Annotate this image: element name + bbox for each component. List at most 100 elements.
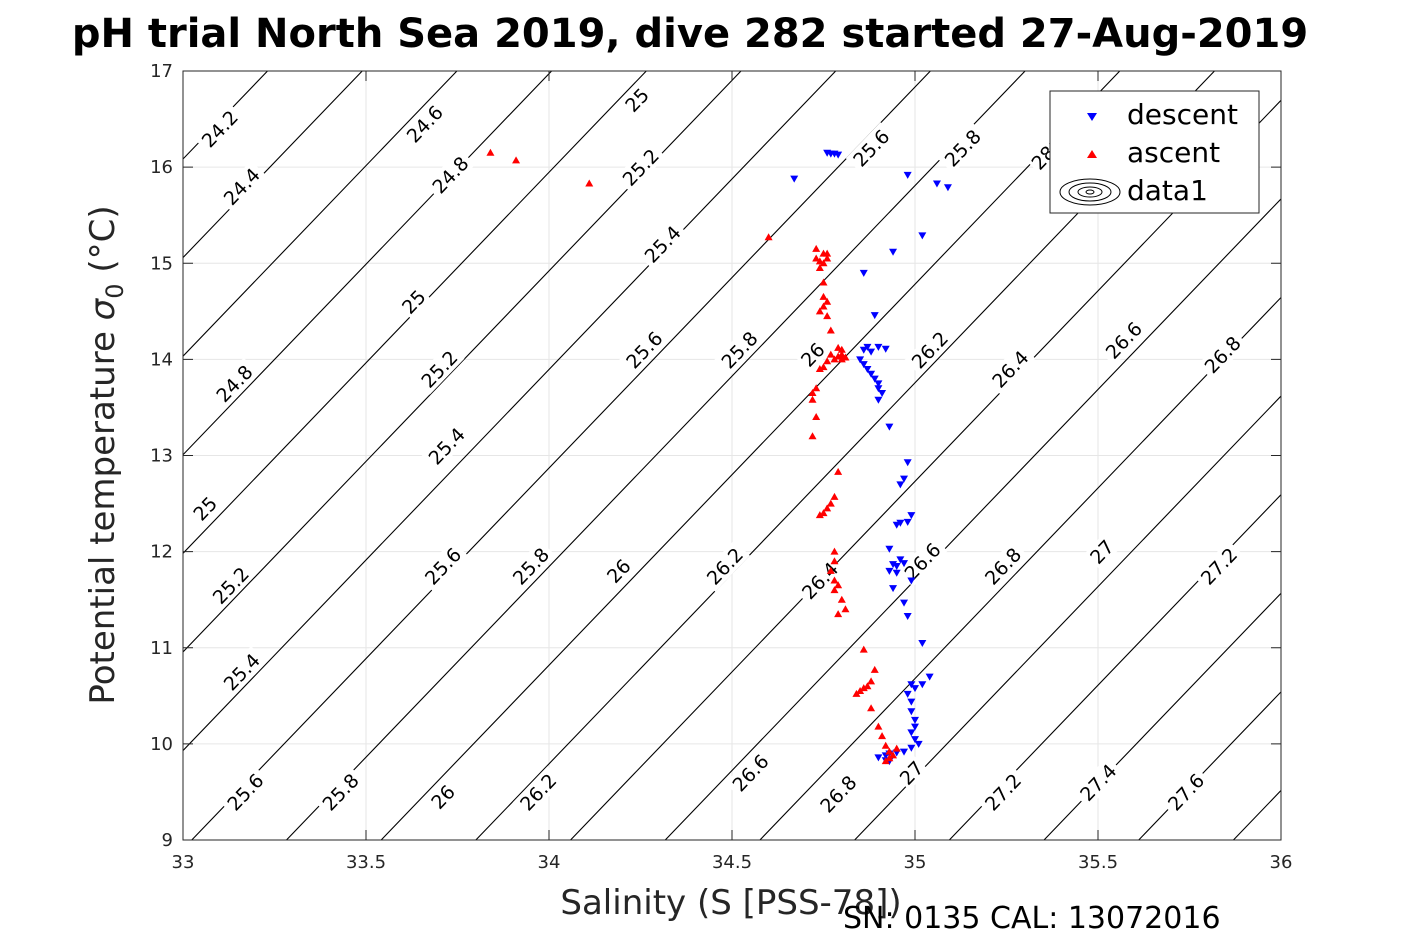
ascent-point xyxy=(812,384,821,392)
contour-label-bg xyxy=(977,766,1029,818)
ascent-point xyxy=(808,432,817,440)
y-tick-label: 9 xyxy=(162,830,173,851)
ascent-point xyxy=(819,278,828,286)
y-tick-label: 11 xyxy=(150,638,173,659)
ascent-point xyxy=(859,684,868,692)
descent-point xyxy=(867,370,876,378)
contour-label-bg xyxy=(619,82,655,118)
contour-label-bg xyxy=(1197,328,1248,381)
ascent-point xyxy=(808,395,817,403)
y-axis-label-subscript: 0 xyxy=(101,283,129,298)
contour-label-bg xyxy=(714,324,765,376)
ascent-point xyxy=(815,511,824,519)
descent-point xyxy=(867,348,876,356)
ascent-point xyxy=(892,744,901,752)
ascent-point xyxy=(812,254,821,262)
descent-point xyxy=(943,184,952,192)
descent-point xyxy=(881,345,890,353)
serial-calibration-text: SN: 0135 CAL: 13072016 xyxy=(843,901,1221,936)
ascent-point xyxy=(878,732,887,740)
density-contour-line xyxy=(759,296,1281,840)
ascent-point xyxy=(867,677,876,685)
ascent-point xyxy=(823,504,832,512)
contour-label-bg xyxy=(893,754,929,791)
ascent-point xyxy=(819,292,828,300)
ascent-series xyxy=(486,148,901,765)
y-axis-label: Potential temperature σ0 (°C) xyxy=(83,205,129,704)
contour-label-bg xyxy=(505,540,556,592)
legend-ascent-marker xyxy=(1087,150,1097,158)
descent-point xyxy=(907,729,916,737)
descent-point xyxy=(907,708,916,716)
ascent-point xyxy=(874,722,883,730)
ascent-point xyxy=(834,352,843,360)
contour-label-bg xyxy=(395,283,432,320)
legend-descent-label: descent xyxy=(1127,98,1238,131)
contour-label-bg xyxy=(216,160,267,213)
descent-point xyxy=(918,639,927,647)
density-contour-line xyxy=(286,71,1026,840)
descent-point xyxy=(892,563,901,571)
legend-ascent-label: ascent xyxy=(1127,136,1220,169)
ascent-point xyxy=(823,249,832,257)
ascent-point xyxy=(815,264,824,272)
ascent-point xyxy=(837,345,846,353)
descent-point xyxy=(911,736,919,744)
descent-point xyxy=(900,599,909,607)
descent-point xyxy=(896,519,905,527)
ascent-point xyxy=(867,704,876,712)
descent-point xyxy=(856,356,865,364)
descent-point xyxy=(903,613,912,621)
contour-label-bg xyxy=(725,747,776,799)
descent-point xyxy=(907,512,916,520)
ascent-point xyxy=(837,595,846,603)
ascent-point xyxy=(826,350,835,358)
y-axis-label-main: Potential temperature xyxy=(83,320,123,704)
ascent-point xyxy=(764,233,773,241)
contour-label-bg xyxy=(845,122,897,174)
descent-point xyxy=(932,180,941,188)
ascent-point xyxy=(834,581,843,589)
contour-label-bg xyxy=(937,122,988,174)
descent-point xyxy=(900,475,909,483)
descent-point xyxy=(870,375,879,383)
ascent-point xyxy=(815,257,824,265)
ascent-point xyxy=(837,355,846,363)
ascent-point xyxy=(808,389,817,397)
y-axis-label-unit: (°C) xyxy=(83,205,123,283)
contour-label-bg xyxy=(399,98,450,150)
contour-label-bg xyxy=(618,324,670,376)
contour-label-bg xyxy=(794,554,846,607)
descent-point xyxy=(889,585,898,593)
ascent-point xyxy=(834,610,843,618)
descent-point xyxy=(892,569,901,577)
ascent-point xyxy=(852,689,861,697)
legend-box xyxy=(1049,90,1260,214)
y-tick-label: 16 xyxy=(150,157,173,178)
ascent-point xyxy=(823,254,832,262)
descent-point xyxy=(907,744,916,752)
descent-point xyxy=(892,521,901,529)
descent-point xyxy=(889,561,898,569)
contour-label-bg xyxy=(216,646,267,698)
x-tick-label: 34 xyxy=(538,852,561,873)
descent-point xyxy=(918,681,927,689)
ascent-point xyxy=(815,364,824,372)
descent-point xyxy=(907,681,916,689)
descent-point xyxy=(914,740,923,748)
contour-label-bg xyxy=(205,559,256,611)
descent-point xyxy=(911,716,919,724)
descent-point xyxy=(859,269,868,277)
ascent-point xyxy=(881,741,890,749)
descent-point xyxy=(878,390,887,398)
contour-label-bg xyxy=(984,343,1036,395)
x-axis-label: Salinity (S [PSS-78]) xyxy=(560,883,901,923)
contour-label-bg xyxy=(1098,314,1149,366)
x-tick-label: 33.5 xyxy=(346,852,386,873)
ascent-point xyxy=(885,754,894,762)
descent-point xyxy=(874,754,883,762)
y-tick-label: 14 xyxy=(150,349,173,370)
density-contour-line xyxy=(183,71,647,555)
x-tick-label: 35 xyxy=(904,852,927,873)
ascent-point xyxy=(823,297,832,305)
